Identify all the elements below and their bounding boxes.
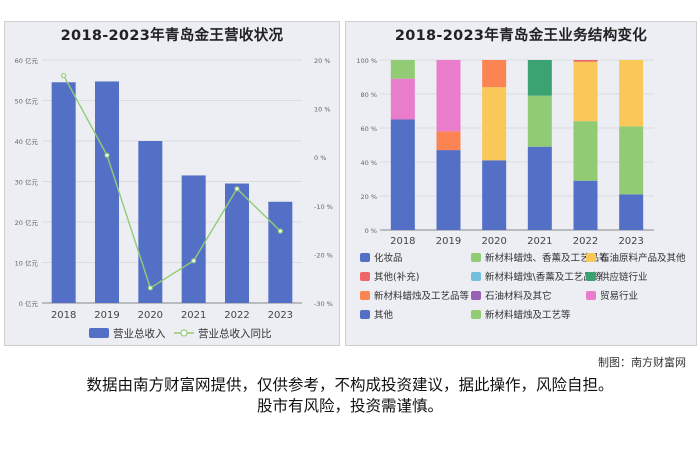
- y2-tick-label: -30 %: [314, 300, 333, 308]
- x-tick-label: 2019: [94, 310, 119, 321]
- stacked-segment: [573, 60, 598, 62]
- disclaimer: 数据由南方财富网提供，仅供参考，不构成投资建议，据此操作，风险自担。 股市有风险…: [0, 375, 700, 417]
- legend-label: 新材料蜡烛及工艺品等: [374, 290, 470, 302]
- y-tick-label: 80 %: [360, 91, 377, 99]
- legend-label: 贸易行业: [600, 290, 638, 302]
- legend-label-yoy: 营业总收入同比: [198, 327, 272, 340]
- structure-chart-panel: 2018-2023年青岛金王业务结构变化 0 % 20 % 40 % 60 % 80 %…: [345, 21, 697, 346]
- y-tick-label: 20 亿元: [15, 218, 39, 227]
- revenue-bar: [51, 82, 76, 304]
- structure-chart-title: 2018-2023年青岛金王业务结构变化: [394, 28, 648, 44]
- legend-label: 其他(补充): [374, 271, 419, 283]
- legend-label: 石油材料及其它: [485, 290, 552, 302]
- yoy-point: [191, 258, 197, 264]
- y-tick-label: 0 亿元: [19, 299, 39, 308]
- x-tick-label: 2021: [181, 310, 206, 321]
- x-tick-label: 2018: [390, 236, 415, 247]
- stacked-segment: [573, 61, 598, 122]
- legend-swatch-revenue: [89, 328, 109, 338]
- x-tick-label: 2020: [481, 236, 506, 247]
- y-tick-label: 30 亿元: [15, 178, 39, 187]
- disclaimer-line-1: 数据由南方财富网提供，仅供参考，不构成投资建议，据此操作，风险自担。: [86, 376, 614, 394]
- y2-tick-label: 0 %: [314, 154, 326, 162]
- revenue-chart-panel: 2018-2023年青岛金王营收状况 0 亿元 10 亿元 20 亿元 30 亿元 40…: [4, 21, 340, 346]
- revenue-bar: [95, 81, 119, 303]
- stacked-segment: [619, 60, 644, 127]
- x-tick-label: 2022: [573, 236, 598, 247]
- stacked-segment: [390, 119, 415, 230]
- stacked-segment: [527, 146, 552, 230]
- legend-swatch: [586, 272, 596, 281]
- stacked-segment: [482, 60, 507, 88]
- legend-swatch: [360, 253, 370, 262]
- stacked-segment: [390, 60, 415, 79]
- stacked-segment: [619, 194, 644, 230]
- y-tick-label: 40 %: [360, 159, 377, 167]
- legend-swatch: [471, 253, 481, 262]
- legend-swatch: [586, 291, 596, 300]
- y-tick-label: 0 %: [365, 227, 377, 235]
- legend-swatch: [360, 272, 370, 281]
- y-tick-label: 100 %: [356, 57, 377, 65]
- legend-label: 石油原料产品及其他: [600, 252, 686, 264]
- stacked-segment: [619, 126, 644, 195]
- y-tick-label: 50 亿元: [15, 97, 39, 106]
- y2-tick-label: 20 %: [314, 57, 331, 65]
- x-tick-label: 2022: [224, 310, 249, 321]
- y-tick-label: 60 亿元: [15, 56, 39, 65]
- stacked-segment: [527, 60, 552, 96]
- yoy-point: [277, 228, 283, 234]
- x-tick-label: 2023: [618, 236, 643, 247]
- legend-swatch: [360, 291, 370, 300]
- legend-swatch: [471, 291, 481, 300]
- legend-label: 化妆品: [374, 252, 403, 264]
- y-tick-label: 60 %: [360, 125, 377, 133]
- y2-tick-label: -20 %: [314, 251, 333, 259]
- x-tick-label: 2023: [268, 310, 293, 321]
- stacked-segment: [527, 95, 552, 147]
- stacked-segment: [482, 160, 507, 230]
- stacked-segment: [436, 150, 461, 230]
- structure-chart: 0 % 20 % 40 % 60 % 80 % 100 % 2018 2019 2020 2021…: [356, 57, 686, 321]
- legend-label-revenue: 营业总收入: [113, 327, 166, 340]
- yoy-point: [147, 285, 153, 291]
- legend-label: 新材料蜡烛及工艺等: [485, 309, 571, 321]
- revenue-bar: [138, 141, 163, 303]
- y-tick-label: 20 %: [360, 193, 377, 201]
- x-tick-label: 2019: [436, 236, 461, 247]
- y2-tick-label: -10 %: [314, 203, 333, 211]
- disclaimer-line-2: 股市有风险，投资需谨慎。: [256, 397, 443, 415]
- yoy-line: [63, 75, 281, 290]
- stacked-segment: [390, 78, 415, 120]
- legend-swatch: [360, 310, 370, 319]
- revenue-chart: 0 亿元 10 亿元 20 亿元 30 亿元 40 亿元 50 亿元 60 亿元 -30 % -…: [15, 56, 333, 340]
- y-tick-label: 10 亿元: [15, 259, 39, 268]
- stacked-segment: [436, 131, 461, 151]
- x-tick-label: 2018: [51, 310, 76, 321]
- credit-label: 制图：南方财富网: [598, 356, 686, 369]
- legend-label: 供应链行业: [600, 271, 648, 283]
- revenue-chart-title: 2018-2023年青岛金王营收状况: [60, 28, 284, 44]
- revenue-bar: [181, 175, 206, 303]
- legend-swatch: [471, 272, 481, 281]
- stacked-segment: [482, 87, 507, 161]
- legend-swatch: [471, 310, 481, 319]
- x-tick-label: 2021: [527, 236, 552, 247]
- revenue-bar: [268, 201, 293, 303]
- revenue-bar: [225, 183, 249, 303]
- x-tick-label: 2020: [138, 310, 163, 321]
- y2-tick-label: 10 %: [314, 106, 331, 114]
- stacked-segment: [436, 60, 461, 132]
- yoy-point: [234, 186, 240, 192]
- y-tick-label: 40 亿元: [15, 137, 39, 146]
- legend-label: 其他: [374, 309, 394, 321]
- stacked-segment: [573, 121, 598, 181]
- stacked-segment: [573, 180, 598, 230]
- legend-label: 新材料蜡烛\香薰及工艺品等: [485, 271, 603, 283]
- yoy-point: [61, 72, 67, 79]
- legend-swatch-yoy-point: [180, 329, 188, 337]
- yoy-point: [104, 152, 110, 158]
- legend-swatch: [586, 253, 596, 262]
- legend-label: 新材料蜡烛、香薰及工艺品等: [485, 252, 609, 264]
